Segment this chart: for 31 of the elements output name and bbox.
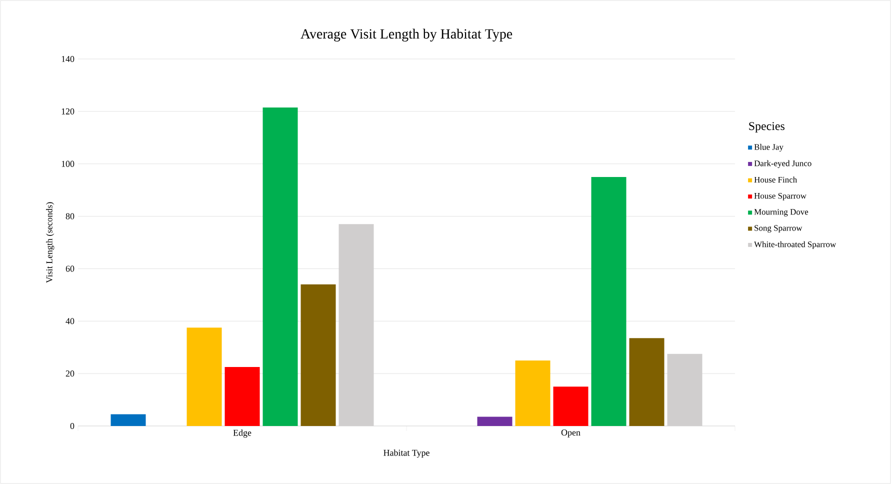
y-tick-label: 120 [62, 108, 74, 114]
bar [224, 367, 260, 426]
x-axis-title: Habitat Type [384, 450, 430, 458]
legend-label: House Finch [754, 176, 797, 183]
y-tick-label: 0 [70, 422, 74, 430]
bar [477, 416, 512, 426]
x-tick-label: Open [561, 430, 580, 438]
y-tick-label: 100 [62, 160, 74, 167]
legend-label: Song Sparrow [754, 225, 802, 233]
legend-title: Species [749, 122, 784, 133]
bar [186, 328, 222, 426]
bar [300, 284, 336, 426]
legend-label: Dark-eyed Junco [754, 160, 812, 168]
legend-label: Blue Jay [754, 144, 784, 152]
x-tick-label: Edge [233, 430, 252, 438]
y-tick-label: 60 [66, 266, 74, 272]
bar [110, 414, 146, 426]
bar [591, 176, 626, 426]
legend-label: White-throated Sparrow [754, 241, 836, 249]
y-axis-title: Visit Length (seconds) [46, 202, 54, 283]
y-tick-label: 40 [66, 318, 74, 324]
legend-label: House Sparrow [754, 192, 806, 200]
bar [629, 338, 664, 426]
chart-title: Average Visit Length by Habitat Type [300, 28, 512, 42]
bar [553, 386, 588, 426]
y-tick-label: 80 [66, 213, 74, 220]
y-tick-label: 20 [66, 370, 74, 377]
legend-label: Mourning Dove [754, 209, 808, 216]
bar [262, 107, 298, 426]
y-tick-label: 140 [62, 56, 74, 62]
bar [515, 360, 550, 426]
